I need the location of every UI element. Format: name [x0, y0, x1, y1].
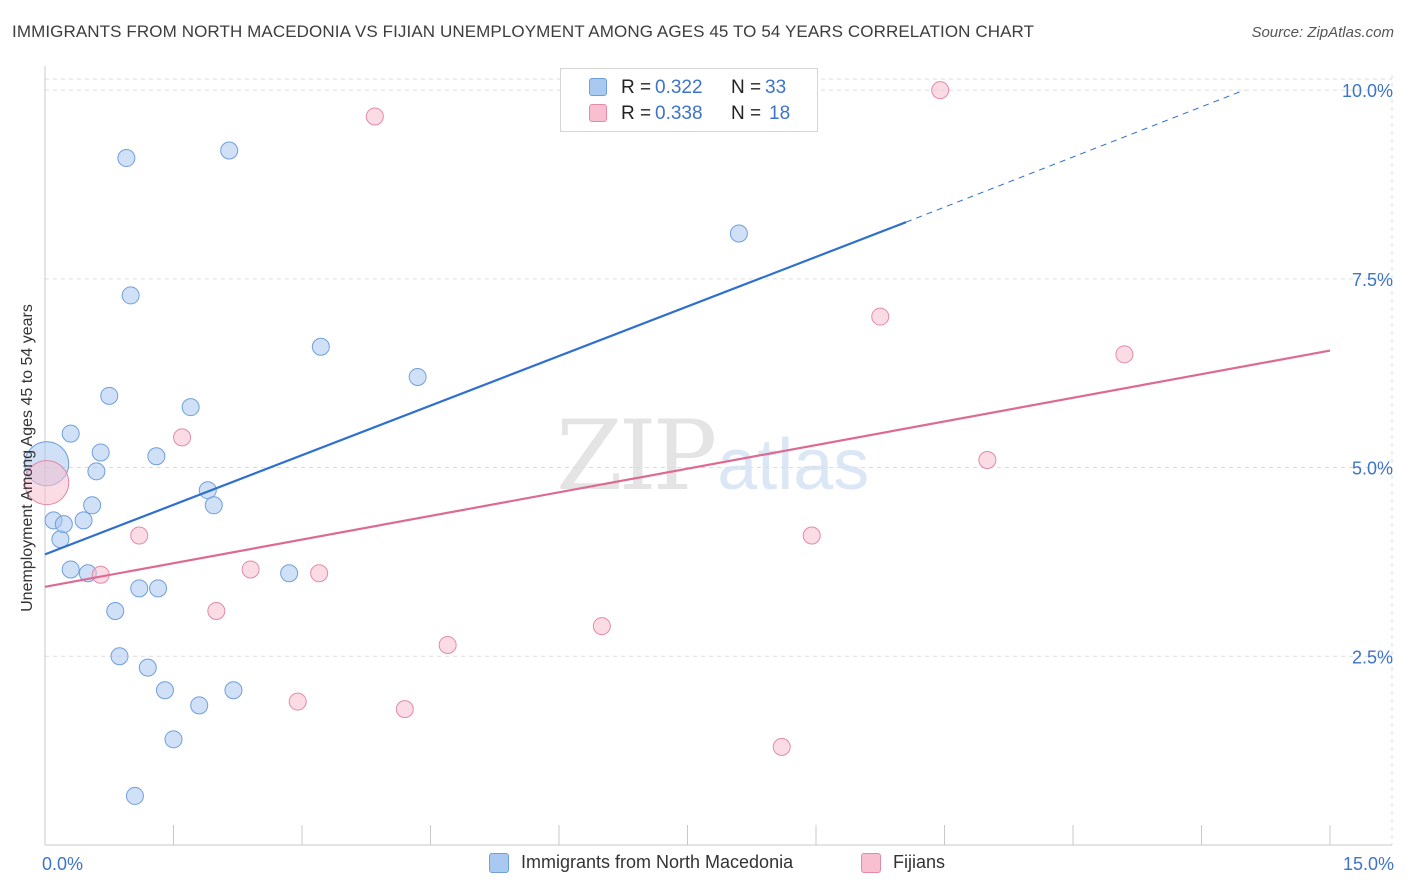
y-tick-label: 7.5%	[1352, 270, 1393, 290]
fijian-point	[395, 700, 414, 719]
macedonia-point	[117, 149, 136, 168]
macedonia-point	[106, 601, 125, 620]
macedonia-point	[181, 398, 200, 417]
fijian-point	[130, 526, 149, 545]
macedonia-point	[408, 367, 427, 386]
fijian-point	[173, 428, 192, 447]
fijian-point	[207, 601, 226, 620]
x-tick-label: 0.0%	[42, 854, 83, 874]
chart-title: IMMIGRANTS FROM NORTH MACEDONIA VS FIJIA…	[12, 22, 1035, 41]
macedonia-point	[130, 579, 149, 598]
macedonia-point	[121, 286, 140, 305]
macedonia-point	[91, 443, 110, 462]
source-credit: Source: ZipAtlas.com	[1251, 24, 1394, 41]
bottom-legend-label-macedonia: Immigrants from North Macedonia	[521, 852, 794, 872]
macedonia-trend-line	[44, 221, 907, 556]
r-value-macedonia: 0.322	[655, 77, 703, 98]
macedonia-trend-extension	[905, 89, 1245, 223]
r-label: R =	[621, 77, 652, 98]
fijian-point	[241, 560, 260, 579]
macedonia-point	[61, 560, 80, 579]
fijian-point	[1115, 345, 1134, 364]
n-label: N =	[731, 77, 762, 98]
n-value-macedonia: 33	[765, 77, 787, 98]
fijian-point	[592, 617, 611, 636]
macedonia-point	[54, 515, 73, 534]
fijian-point	[288, 692, 307, 711]
bottom-legend-swatch-blue	[489, 853, 509, 873]
macedonia-point	[311, 337, 330, 356]
fijian-point	[365, 107, 384, 126]
y-tick-label: 2.5%	[1352, 647, 1393, 667]
fijian-point	[871, 307, 890, 326]
macedonia-point	[729, 224, 748, 243]
fijian-point	[802, 526, 821, 545]
macedonia-point	[125, 786, 144, 805]
fijian-point	[772, 737, 791, 756]
legend-swatch-blue	[589, 78, 607, 96]
n-label: N =	[731, 103, 762, 124]
n-value-fijians: 18	[769, 103, 791, 124]
stats-legend: R = 0.322 N = 33 R = 0.338 N = 18	[560, 68, 818, 132]
macedonia-point	[220, 141, 239, 160]
macedonia-point	[190, 696, 209, 715]
r-value-fijians: 0.338	[655, 103, 703, 124]
macedonia-point	[87, 462, 106, 481]
macedonia-point	[100, 386, 119, 405]
fijian-point	[978, 451, 997, 469]
macedonia-point	[138, 658, 157, 677]
y-axis-label: Unemployment Among Ages 45 to 54 years	[19, 304, 36, 612]
macedonia-point	[164, 730, 183, 749]
legend-swatch-pink	[589, 104, 607, 122]
fijian-point	[438, 635, 457, 654]
macedonia-point	[204, 496, 223, 515]
fijian-point	[931, 81, 950, 100]
macedonia-point	[224, 681, 243, 700]
y-tick-label: 10.0%	[1342, 81, 1393, 101]
fijian-point	[24, 460, 70, 506]
macedonia-point	[149, 579, 168, 598]
macedonia-point	[83, 496, 102, 515]
macedonia-point	[74, 511, 93, 530]
macedonia-point	[280, 564, 299, 583]
x-tick-label: 15.0%	[1343, 854, 1394, 874]
macedonia-point	[147, 447, 166, 466]
r-label: R =	[621, 103, 652, 124]
macedonia-point	[61, 424, 80, 443]
fijian-trend-line	[44, 349, 1331, 588]
fijian-point	[310, 564, 329, 583]
bottom-legend-label-fijians: Fijians	[893, 852, 946, 872]
bottom-legend-swatch-pink	[861, 853, 881, 873]
y-tick-label: 5.0%	[1352, 459, 1393, 479]
macedonia-point	[110, 647, 129, 666]
macedonia-point	[155, 681, 174, 700]
